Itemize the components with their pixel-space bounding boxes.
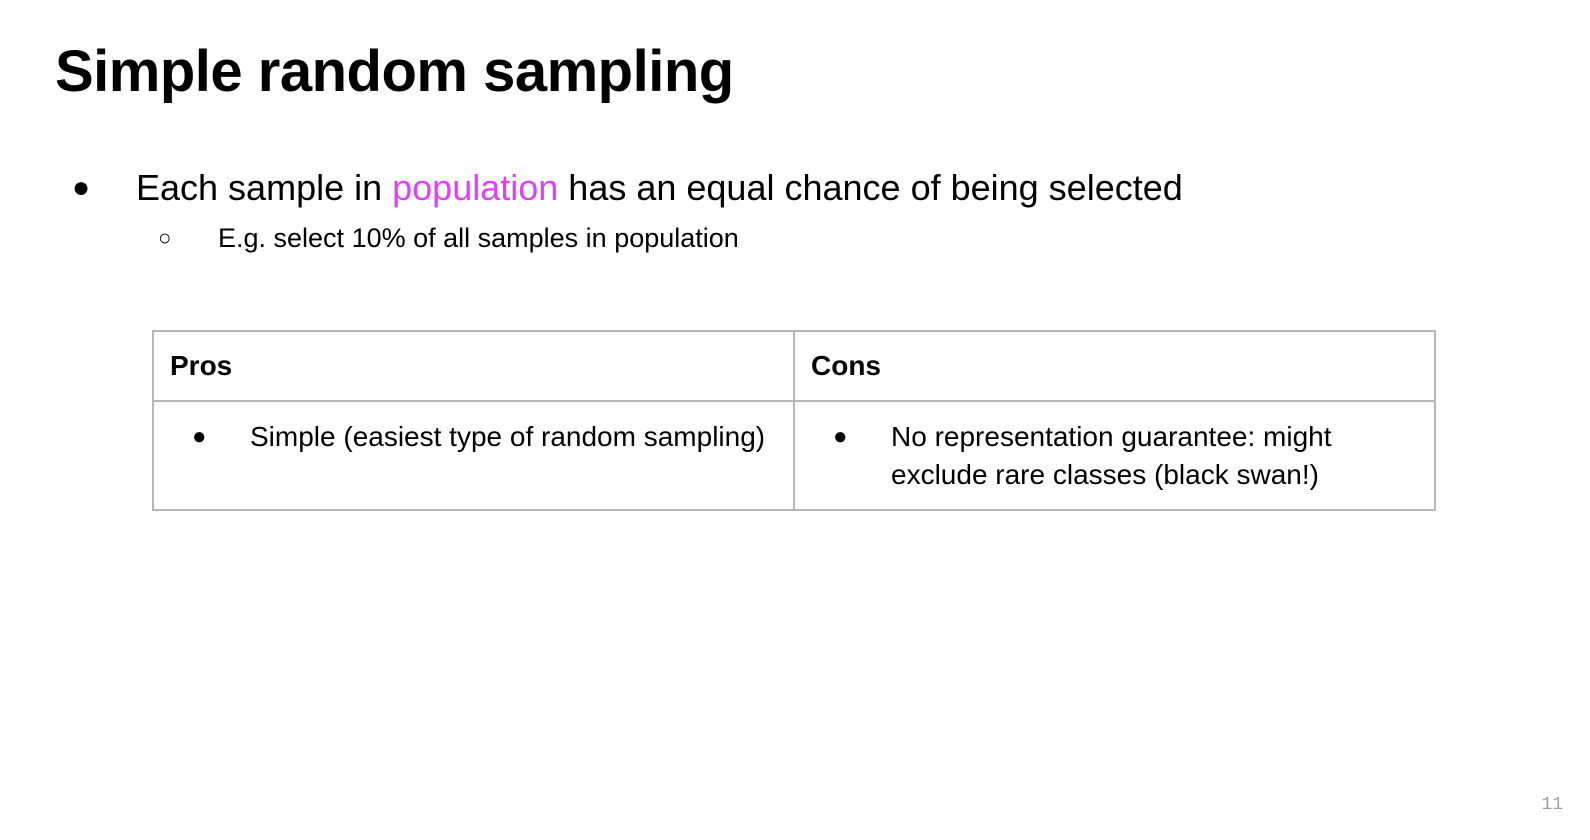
cons-header: Cons (793, 330, 1436, 402)
pros-cons-table: Pros Cons ● Simple (easiest type of rand… (152, 330, 1436, 511)
sub-bullet-text: E.g. select 10% of all samples in popula… (218, 223, 739, 253)
pros-item-text: Simple (easiest type of random sampling) (250, 421, 766, 452)
sub-bullet-marker: ○ (158, 225, 172, 250)
cons-item-text: No representation guarantee: might exclu… (891, 421, 1332, 490)
pros-bullet-marker: ● (192, 423, 207, 450)
bullet-text: Each sample in population has an equal c… (136, 166, 1183, 210)
cons-cell: ● No representation guarantee: might exc… (793, 400, 1436, 511)
pros-cell: ● Simple (easiest type of random samplin… (152, 400, 795, 511)
cons-bullet-marker: ● (833, 423, 848, 450)
page-number: 11 (1541, 795, 1563, 815)
cons-item: ● No representation guarantee: might exc… (811, 418, 1418, 494)
bullet-marker: ● (72, 171, 91, 204)
bullet-text-after: has an equal chance of being selected (558, 167, 1183, 208)
slide-title: Simple random sampling (55, 39, 734, 104)
pros-header: Pros (152, 330, 795, 402)
bullet-highlight: population (392, 167, 559, 208)
table-header-row: Pros Cons (152, 330, 1436, 402)
pros-item: ● Simple (easiest type of random samplin… (170, 418, 777, 456)
table-row: ● Simple (easiest type of random samplin… (152, 400, 1436, 511)
bullet-text-before: Each sample in (136, 167, 393, 208)
